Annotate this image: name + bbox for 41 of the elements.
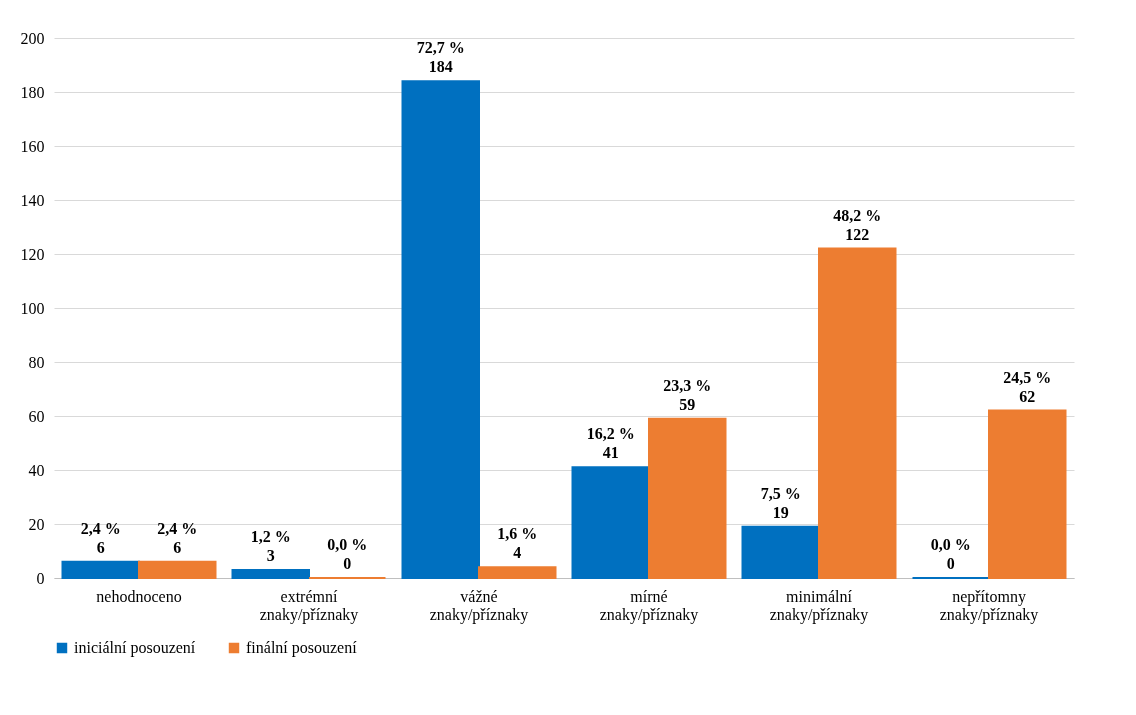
bar	[138, 560, 217, 579]
data-label: 24,5 % 62	[1003, 368, 1052, 405]
y-tick-label: 20	[28, 515, 45, 533]
bar	[988, 409, 1067, 579]
bar	[648, 417, 727, 579]
data-label: 1,6 % 4	[497, 525, 538, 562]
y-tick-label: 120	[20, 245, 45, 263]
data-label: 72,7 % 184	[416, 39, 465, 76]
data-label: 16,2 % 41	[586, 425, 635, 462]
bar	[741, 525, 820, 579]
y-tick-label: 100	[20, 299, 45, 317]
y-tick-label: 0	[36, 569, 45, 587]
bar	[231, 568, 310, 579]
data-label: 2,4 % 6	[157, 519, 198, 556]
x-tick-label: minimální znaky/příznaky	[769, 587, 869, 624]
y-tick-label: 60	[28, 407, 45, 425]
x-tick-label: extrémní znaky/příznaky	[259, 587, 359, 624]
y-tick-label: 80	[28, 353, 45, 371]
bar	[571, 466, 650, 579]
y-tick-label: 200	[20, 29, 45, 47]
legend-label: finální posouzení	[246, 639, 358, 657]
bar	[61, 560, 140, 579]
x-tick-label: mírné znaky/příznaky	[599, 587, 699, 624]
x-tick-label: vážné znaky/příznaky	[429, 587, 529, 624]
data-label: 0,0 % 0	[930, 536, 971, 572]
y-tick-label: 180	[20, 83, 45, 101]
data-label: 23,3 % 59	[663, 376, 712, 413]
x-tick-label: nehodnoceno	[96, 587, 182, 605]
y-tick-label: 40	[28, 461, 45, 479]
legend-label: iniciální posouzení	[74, 639, 196, 657]
bar	[401, 80, 480, 579]
bar	[818, 247, 897, 579]
bar	[478, 566, 557, 579]
y-tick-label: 140	[20, 191, 45, 209]
data-label: 0,0 % 0	[327, 536, 368, 572]
data-label: 2,4 % 6	[80, 519, 121, 556]
y-tick-label: 160	[20, 137, 45, 155]
x-tick-label: nepřítomny znaky/příznaky	[939, 587, 1039, 624]
data-label: 48,2 % 122	[833, 206, 882, 243]
data-label: 7,5 % 19	[760, 484, 801, 521]
data-label: 1,2 % 3	[250, 527, 291, 564]
